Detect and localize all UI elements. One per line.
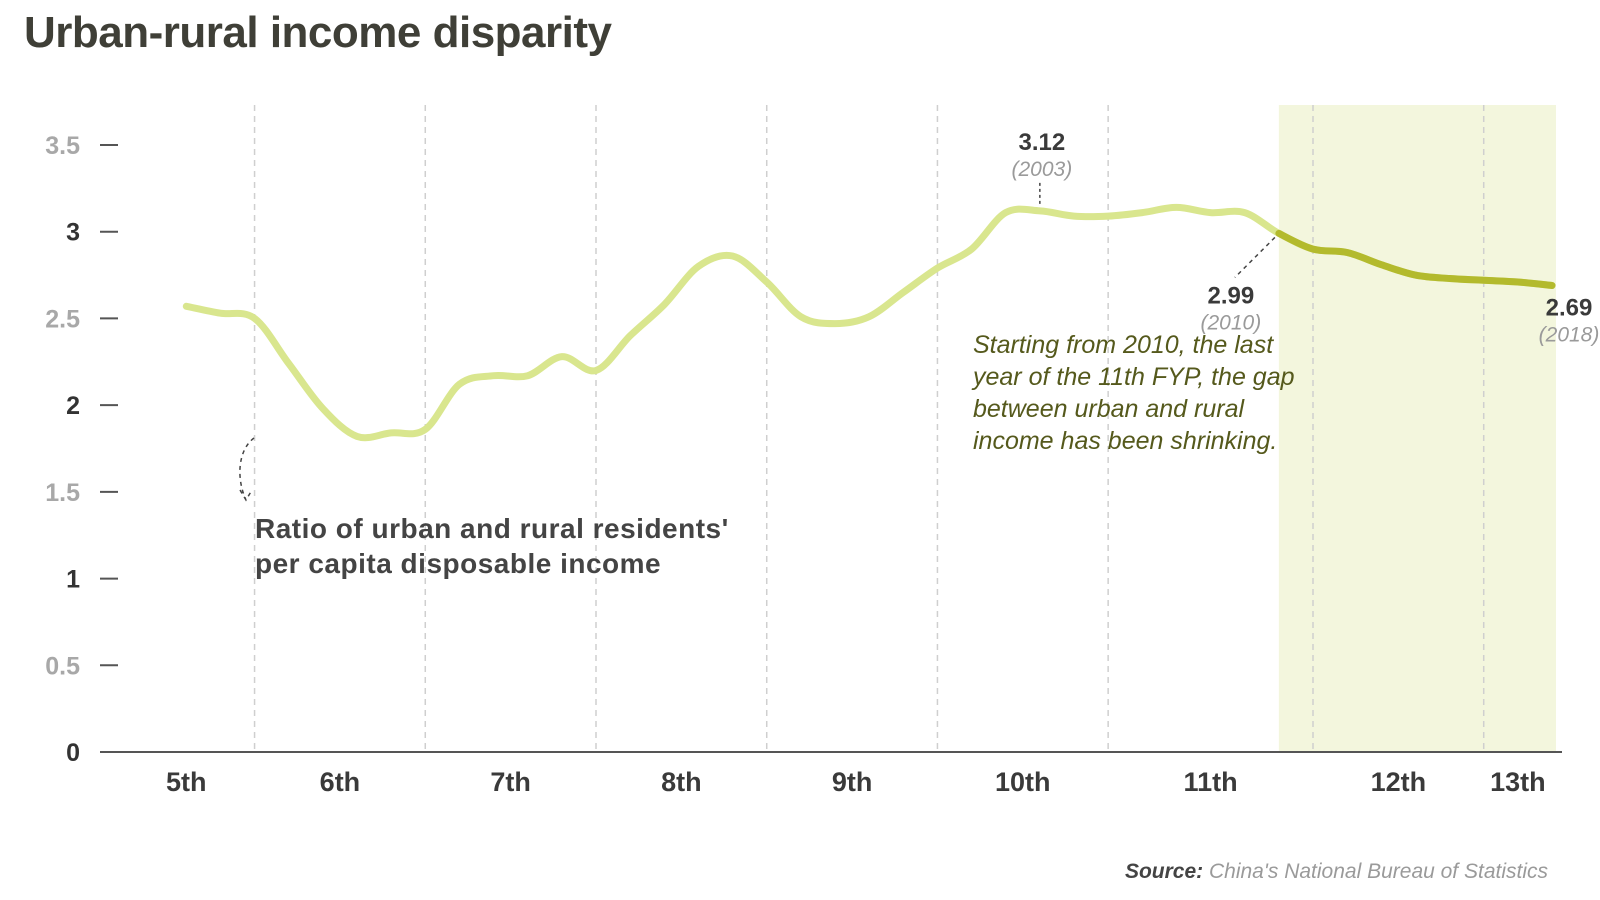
- data-point-2014: [1412, 272, 1418, 278]
- y-tick-label: 1.5: [45, 479, 80, 507]
- data-point-2002: [1003, 210, 1009, 216]
- series-note-arrow: [239, 437, 255, 502]
- data-point-1992: [661, 302, 667, 308]
- annotation-year-2003: (2003): [1012, 158, 1073, 181]
- series-note-line-1: Ratio of urban and rural residents': [255, 513, 729, 544]
- data-point-1999: [900, 289, 906, 295]
- data-point-1987: [491, 373, 497, 379]
- annotation-leader-2010: [1234, 236, 1276, 278]
- data-point-1984: [388, 430, 394, 436]
- data-point-1982: [320, 406, 326, 412]
- y-tick-label: 0.5: [45, 652, 80, 680]
- data-point-2018: [1549, 282, 1555, 288]
- y-tick-label: 2: [66, 392, 80, 420]
- data-point-1995: [764, 279, 770, 285]
- data-point-2010: [1276, 230, 1282, 236]
- x-axis-labels: 5th 6th 7th 8th 9th 10th 11th 12th 13th: [166, 767, 1546, 797]
- data-point-2013: [1378, 262, 1384, 268]
- x-tick-label: 13th: [1490, 767, 1546, 797]
- data-point-2015: [1447, 276, 1453, 282]
- note-line-4: income has been shrinking.: [973, 427, 1277, 455]
- annotation-year-2018: (2018): [1539, 323, 1600, 346]
- data-point-1978: [183, 303, 189, 309]
- data-point-1997: [832, 321, 838, 327]
- data-point-1989: [559, 354, 565, 360]
- y-axis: 0 0.5 1 1.5 2 2.5 3 3.5: [45, 132, 118, 767]
- x-tick-label: 10th: [995, 767, 1051, 797]
- note-line-1: Starting from 2010, the last: [973, 331, 1274, 359]
- data-point-2005: [1105, 213, 1111, 219]
- y-tick-label: 3: [66, 219, 80, 247]
- source-credit: Source: China's National Bureau of Stati…: [1125, 860, 1548, 884]
- data-point-2000: [934, 265, 940, 271]
- y-tick-label: 2.5: [45, 305, 80, 333]
- data-point-2009: [1242, 210, 1248, 216]
- data-point-1996: [798, 314, 804, 320]
- data-point-2006: [1139, 210, 1145, 216]
- x-tick-label: 8th: [661, 767, 702, 797]
- x-tick-label: 6th: [320, 767, 361, 797]
- data-point-2016: [1481, 277, 1487, 283]
- data-point-1980: [252, 315, 258, 321]
- data-point-1998: [866, 314, 872, 320]
- annotation-year-2010: (2010): [1201, 311, 1262, 334]
- source-text: China's National Bureau of Statistics: [1208, 860, 1548, 883]
- note-line-3: between urban and rural: [973, 395, 1245, 423]
- annotation-value-2018: 2.69: [1546, 294, 1593, 321]
- note-line-2: year of the 11th FYP, the gap: [971, 363, 1295, 391]
- data-point-2008: [1208, 210, 1214, 216]
- data-point-1993: [695, 263, 701, 269]
- data-point-2011: [1310, 246, 1316, 252]
- data-point-2017: [1515, 279, 1521, 285]
- series-line-highlight: [1275, 229, 1556, 289]
- y-tick-label: 1: [66, 566, 80, 594]
- data-point-2012: [1344, 250, 1350, 256]
- y-tick-label: 0: [66, 739, 80, 767]
- data-point-1994: [730, 253, 736, 259]
- annotation-value-2010: 2.99: [1207, 282, 1254, 309]
- x-tick-label: 7th: [490, 767, 531, 797]
- data-point-2003: [1037, 208, 1043, 214]
- x-tick-label: 12th: [1371, 767, 1427, 797]
- data-point-1988: [525, 373, 531, 379]
- data-point-2004: [1071, 213, 1077, 219]
- chart-title: Urban-rural income disparity: [24, 8, 612, 57]
- x-tick-label: 11th: [1184, 767, 1238, 797]
- data-point-1981: [286, 361, 292, 367]
- y-tick-label: 3.5: [45, 132, 80, 160]
- x-tick-label: 5th: [166, 767, 207, 797]
- data-point-2001: [969, 246, 975, 252]
- data-point-1990: [593, 367, 599, 373]
- data-point-1991: [627, 333, 633, 339]
- source-label: Source:: [1124, 860, 1204, 883]
- series-note-line-2: per capita disposable income: [255, 548, 661, 579]
- x-tick-label: 9th: [832, 767, 873, 797]
- annotation-value-2003: 3.12: [1018, 129, 1065, 156]
- data-point-1986: [456, 381, 462, 387]
- data-point-2007: [1173, 204, 1179, 210]
- data-point-1985: [422, 426, 428, 432]
- data-point-1983: [354, 433, 360, 439]
- highlight-band: [1278, 105, 1556, 752]
- data-point-1979: [217, 310, 223, 316]
